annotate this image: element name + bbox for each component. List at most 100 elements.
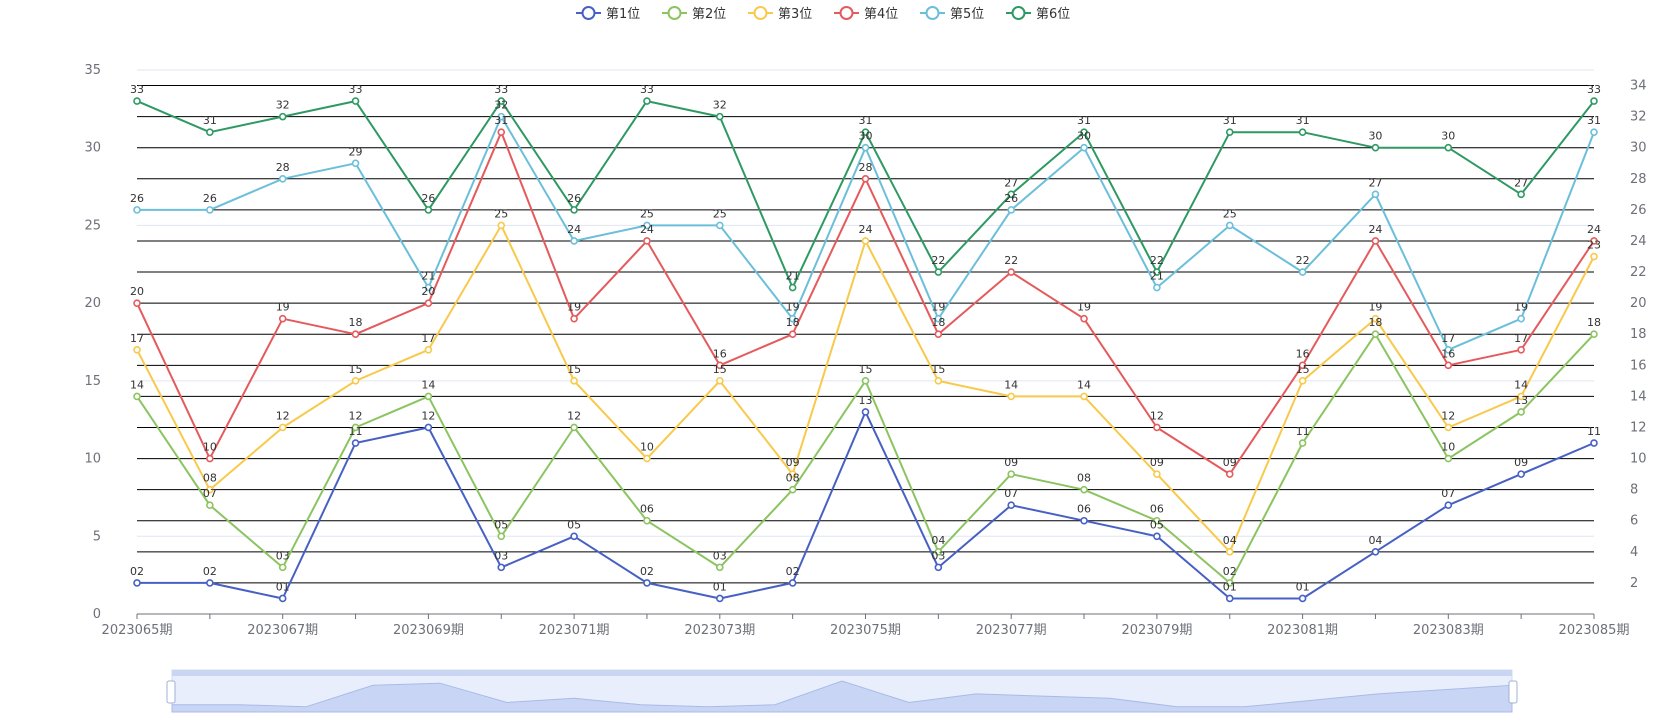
- data-point[interactable]: [206, 206, 214, 214]
- data-zoom-slider[interactable]: [166, 669, 1518, 713]
- data-point[interactable]: [1371, 237, 1380, 245]
- data-point[interactable]: [278, 175, 287, 183]
- data-point[interactable]: [715, 594, 724, 603]
- data-point[interactable]: [1007, 206, 1016, 214]
- data-point[interactable]: [1371, 314, 1380, 323]
- data-point[interactable]: [715, 112, 724, 121]
- zoom-handle-right[interactable]: [1508, 680, 1518, 704]
- data-point[interactable]: [133, 579, 141, 587]
- data-point[interactable]: [1153, 283, 1161, 292]
- zoom-top-bar[interactable]: [172, 670, 1512, 676]
- data-point[interactable]: [1080, 392, 1088, 401]
- data-point[interactable]: [1371, 330, 1380, 339]
- data-point[interactable]: [497, 112, 506, 121]
- data-point[interactable]: [1517, 392, 1525, 401]
- data-point[interactable]: [1517, 314, 1525, 323]
- legend-item-6[interactable]: 第6位: [1006, 6, 1070, 22]
- data-point[interactable]: [424, 299, 433, 307]
- data-point[interactable]: [570, 237, 578, 245]
- data-point[interactable]: [1007, 392, 1016, 401]
- data-point[interactable]: [1444, 345, 1453, 354]
- data-point[interactable]: [351, 439, 360, 447]
- data-point[interactable]: [570, 423, 578, 432]
- data-point[interactable]: [861, 408, 870, 416]
- data-point[interactable]: [278, 314, 287, 323]
- data-point[interactable]: [1590, 252, 1598, 261]
- data-point[interactable]: [1080, 516, 1088, 525]
- data-point[interactable]: [424, 345, 433, 354]
- data-point[interactable]: [497, 128, 506, 136]
- data-point[interactable]: [1590, 97, 1598, 105]
- data-point[interactable]: [351, 423, 360, 432]
- data-point[interactable]: [424, 392, 433, 401]
- data-point[interactable]: [1517, 345, 1525, 354]
- data-point[interactable]: [1007, 470, 1016, 478]
- data-point[interactable]: [497, 97, 506, 105]
- data-point[interactable]: [570, 377, 578, 385]
- data-point[interactable]: [133, 392, 141, 401]
- data-point[interactable]: [278, 563, 287, 572]
- data-point[interactable]: [1371, 143, 1380, 152]
- data-point[interactable]: [206, 454, 214, 463]
- data-point[interactable]: [206, 485, 214, 494]
- data-point[interactable]: [715, 377, 724, 385]
- data-point[interactable]: [861, 143, 870, 152]
- data-point[interactable]: [1153, 532, 1161, 541]
- legend-item-5[interactable]: 第5位: [920, 6, 984, 22]
- chart-legend[interactable]: 第1位 第2位 第3位 第4位 第5位 第6位: [576, 6, 1070, 22]
- data-point[interactable]: [788, 314, 797, 323]
- data-point[interactable]: [643, 221, 651, 230]
- data-point[interactable]: [643, 237, 651, 245]
- data-point[interactable]: [1298, 361, 1307, 370]
- data-point[interactable]: [351, 97, 360, 105]
- data-point[interactable]: [133, 299, 141, 307]
- data-point[interactable]: [278, 112, 287, 121]
- data-point[interactable]: [1298, 594, 1307, 603]
- data-point[interactable]: [788, 283, 797, 292]
- data-point[interactable]: [1517, 190, 1525, 199]
- data-point[interactable]: [1444, 143, 1453, 152]
- data-point[interactable]: [715, 221, 724, 230]
- data-point[interactable]: [1298, 377, 1307, 385]
- data-point[interactable]: [206, 579, 214, 587]
- data-point[interactable]: [278, 423, 287, 432]
- data-point[interactable]: [1153, 516, 1161, 525]
- data-point[interactable]: [1590, 330, 1598, 339]
- data-point[interactable]: [861, 128, 870, 136]
- data-point[interactable]: [861, 237, 870, 245]
- data-point[interactable]: [1517, 470, 1525, 478]
- data-point[interactable]: [1371, 190, 1380, 199]
- data-point[interactable]: [1590, 237, 1598, 245]
- data-point[interactable]: [715, 563, 724, 572]
- data-point[interactable]: [1444, 501, 1453, 510]
- data-point[interactable]: [643, 579, 651, 587]
- data-point[interactable]: [1007, 268, 1016, 276]
- data-point[interactable]: [1225, 221, 1234, 230]
- data-point[interactable]: [424, 283, 433, 292]
- legend-item-1[interactable]: 第1位: [576, 6, 640, 22]
- data-point[interactable]: [570, 206, 578, 214]
- data-point[interactable]: [643, 516, 651, 525]
- data-point[interactable]: [351, 159, 360, 168]
- data-point[interactable]: [1080, 485, 1088, 494]
- data-point[interactable]: [133, 206, 141, 214]
- data-point[interactable]: [133, 97, 141, 105]
- data-point[interactable]: [788, 485, 797, 494]
- data-point[interactable]: [133, 345, 141, 354]
- data-point[interactable]: [1153, 268, 1161, 276]
- data-point[interactable]: [788, 579, 797, 587]
- data-point[interactable]: [1225, 128, 1234, 136]
- data-point[interactable]: [351, 330, 360, 339]
- data-point[interactable]: [788, 330, 797, 339]
- data-point[interactable]: [1225, 548, 1234, 556]
- data-point[interactable]: [934, 268, 943, 276]
- data-point[interactable]: [861, 377, 870, 385]
- legend-item-4[interactable]: 第4位: [834, 6, 898, 22]
- data-point[interactable]: [1225, 594, 1234, 603]
- data-point[interactable]: [1225, 470, 1234, 478]
- data-point[interactable]: [1444, 361, 1453, 370]
- data-point[interactable]: [1517, 408, 1525, 416]
- data-point[interactable]: [861, 175, 870, 183]
- data-point[interactable]: [1007, 501, 1016, 510]
- data-point[interactable]: [788, 470, 797, 478]
